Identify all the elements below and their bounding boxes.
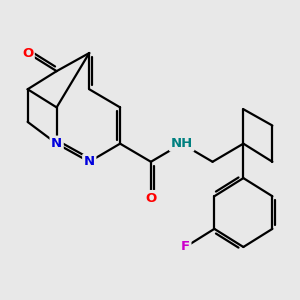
Text: O: O [22,46,33,59]
Text: F: F [181,241,190,254]
Text: N: N [84,155,95,168]
Text: N: N [51,137,62,150]
Text: O: O [145,191,157,205]
Text: NH: NH [171,137,193,150]
